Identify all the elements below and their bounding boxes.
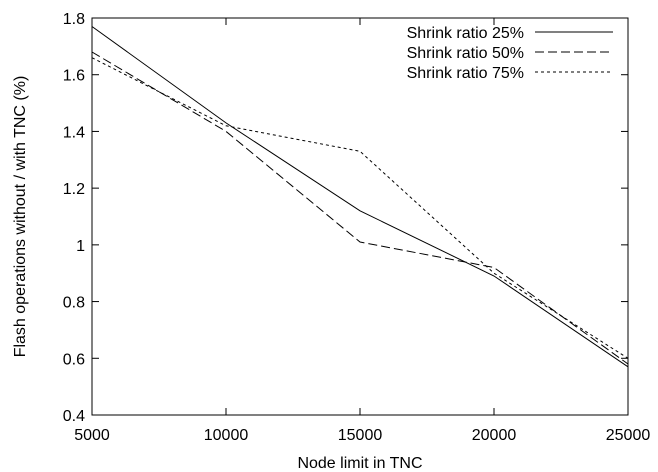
plot-frame — [91, 17, 629, 416]
x-tick-label: 25000 — [606, 427, 651, 444]
y-tick-label: 1.6 — [63, 68, 85, 85]
legend-label: Shrink ratio 50% — [407, 45, 524, 62]
legend: Shrink ratio 25% Shrink ratio 50% Shrink r… — [407, 25, 613, 82]
x-tick-label: 10000 — [204, 427, 249, 444]
series-line-3 — [91, 57, 629, 359]
series-line-2 — [91, 51, 629, 365]
y-tick-label: 0.4 — [63, 408, 85, 425]
y-tick-label: 1 — [76, 238, 85, 255]
legend-label: Shrink ratio 25% — [407, 25, 524, 42]
series-line-1 — [91, 26, 629, 368]
y-axis-title: Flash operations without / with TNC (%) — [12, 76, 29, 358]
legend-label: Shrink ratio 75% — [407, 65, 524, 82]
x-tick-label: 15000 — [338, 427, 383, 444]
x-tick-label: 20000 — [472, 427, 517, 444]
x-tick-label: 5000 — [74, 427, 110, 444]
series-group — [91, 26, 629, 368]
y-tick-label: 1.8 — [63, 11, 85, 28]
y-tick-label: 1.4 — [63, 124, 85, 141]
y-tick-label: 1.2 — [63, 181, 85, 198]
axis-ticks: 0.4 0.6 0.8 1 1.2 1.4 1.6 1.8 5000 10000 15000 2000… — [63, 11, 651, 444]
y-tick-label: 0.8 — [63, 295, 85, 312]
x-axis-title: Node limit in TNC — [297, 455, 422, 472]
y-tick-label: 0.6 — [63, 351, 85, 368]
